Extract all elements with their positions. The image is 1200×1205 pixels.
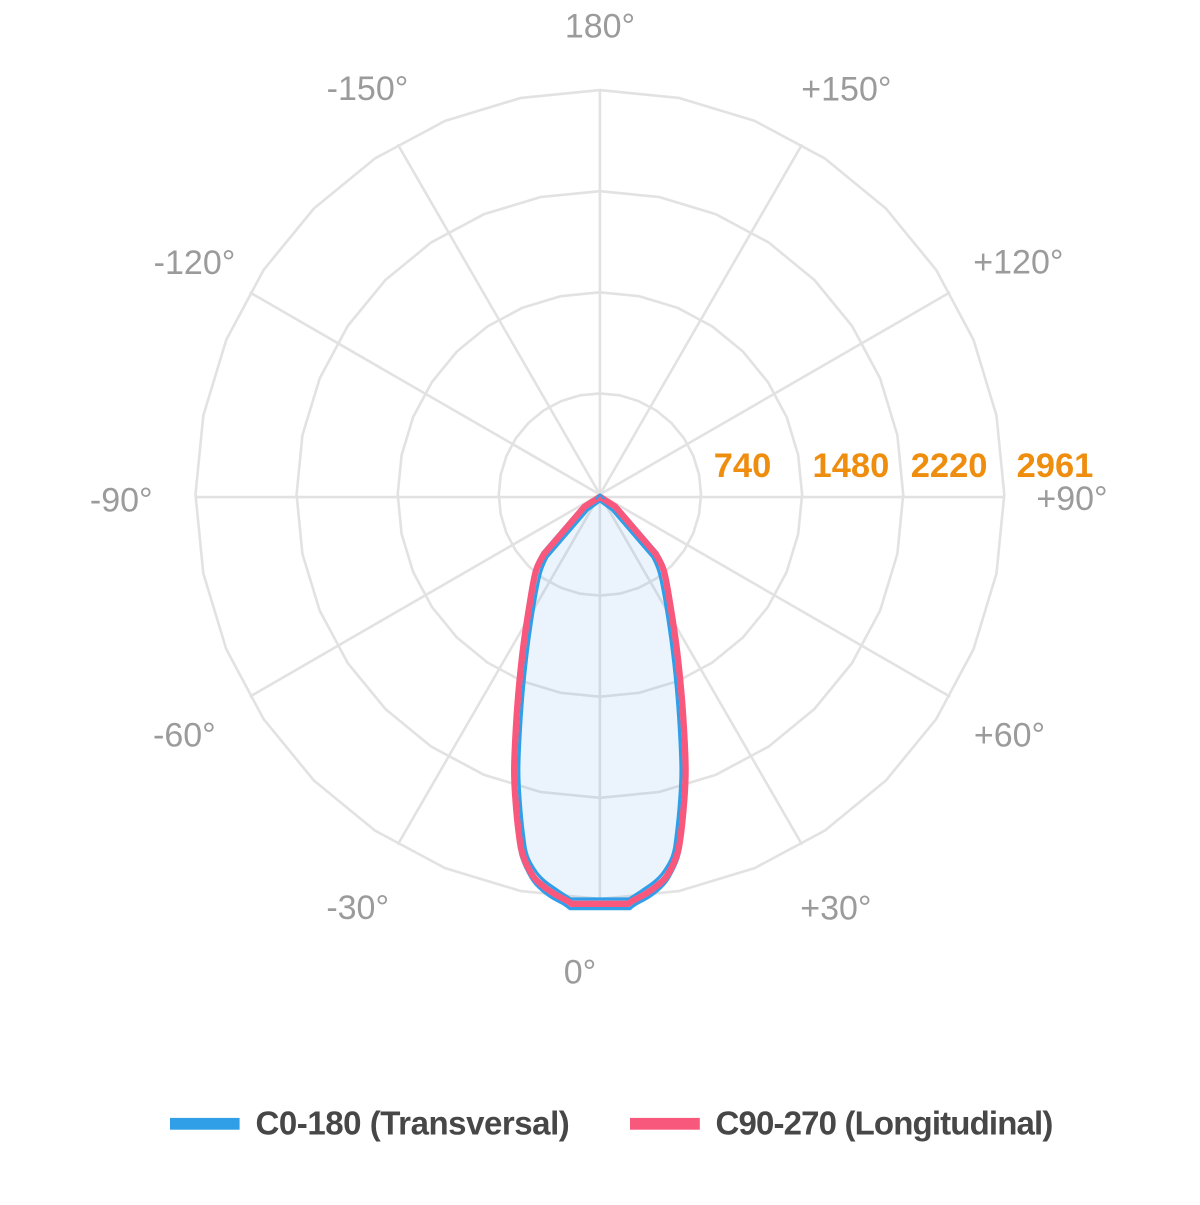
svg-text:2961: 2961 [1017,447,1094,485]
svg-text:+120°: +120° [973,244,1063,282]
svg-text:+60°: +60° [974,716,1045,754]
svg-text:-90°: -90° [90,481,153,519]
svg-text:-150°: -150° [327,70,409,108]
svg-text:+30°: +30° [800,890,871,928]
svg-text:0°: 0° [564,954,597,992]
svg-text:2220: 2220 [911,447,988,485]
svg-text:-60°: -60° [153,717,216,755]
svg-text:C90-270 (Longitudinal): C90-270 (Longitudinal) [716,1105,1053,1142]
svg-text:1480: 1480 [813,447,890,485]
svg-text:180°: 180° [565,8,635,46]
svg-text:-30°: -30° [326,889,389,927]
svg-text:740: 740 [714,447,772,485]
svg-text:-120°: -120° [154,244,236,282]
svg-text:C0-180 (Transversal): C0-180 (Transversal) [256,1105,570,1142]
svg-text:+150°: +150° [801,70,891,108]
svg-text:+90°: +90° [1036,480,1107,518]
